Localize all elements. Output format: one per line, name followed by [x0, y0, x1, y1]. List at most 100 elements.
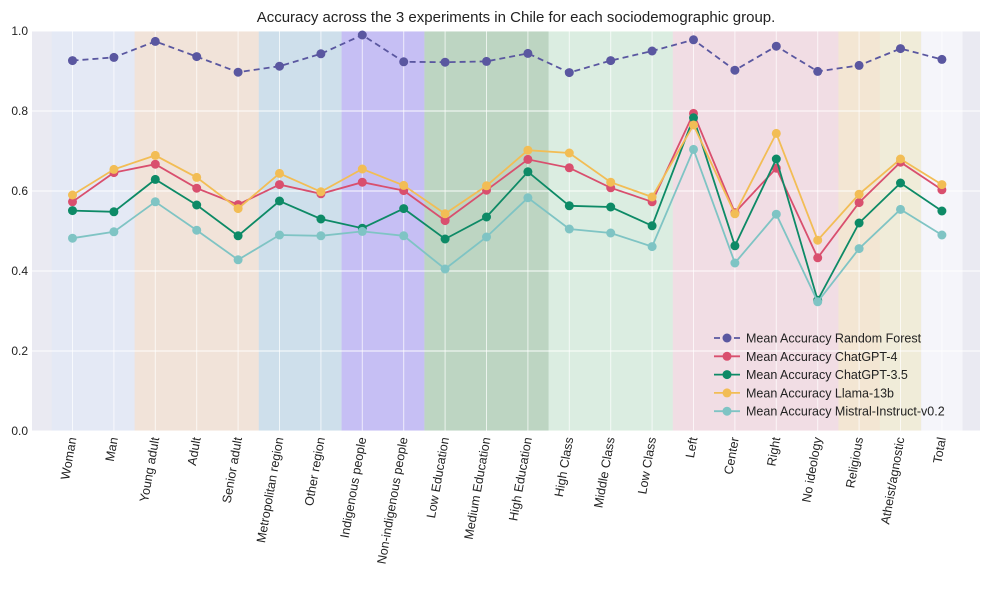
data-point: [896, 154, 905, 164]
data-point: [68, 197, 77, 207]
data-point: [896, 44, 905, 54]
legend-label: Mean Accuracy ChatGPT-4: [746, 350, 898, 364]
data-point: [440, 57, 450, 67]
data-point: [730, 65, 740, 75]
data-point: [606, 177, 616, 187]
legend-marker: [722, 388, 732, 398]
data-point: [440, 234, 450, 244]
legend-item: Mean Accuracy ChatGPT-4: [714, 350, 898, 364]
data-point: [316, 49, 326, 59]
data-point: [192, 52, 202, 62]
data-point: [771, 41, 781, 51]
data-point: [523, 145, 533, 155]
data-point: [937, 54, 947, 64]
legend-label: Mean Accuracy ChatGPT-3.5: [746, 368, 908, 382]
series-line: [72, 123, 943, 242]
legend-item: Mean Accuracy Mistral-Instruct-v0.2: [714, 405, 945, 419]
data-point: [399, 180, 409, 190]
data-point: [482, 232, 491, 242]
data-point: [689, 35, 698, 45]
data-point: [109, 227, 119, 237]
x-tick-label: Adult: [185, 436, 204, 467]
data-point: [357, 226, 367, 236]
legend-item: Mean Accuracy Random Forest: [714, 332, 922, 346]
data-point: [68, 206, 77, 216]
data-point: [357, 164, 367, 174]
data-point: [482, 56, 491, 66]
data-point: [813, 235, 823, 245]
data-point: [482, 212, 491, 222]
x-tick-label: Left: [683, 436, 700, 459]
data-point: [150, 36, 160, 46]
data-point: [316, 187, 326, 197]
data-point: [275, 168, 284, 178]
series-4: [68, 144, 947, 307]
data-point: [440, 264, 450, 274]
data-point: [233, 231, 243, 241]
data-point: [647, 46, 657, 56]
data-point: [564, 148, 574, 158]
data-point: [730, 209, 740, 219]
data-point: [647, 242, 657, 252]
legend-item: Mean Accuracy Llama-13b: [714, 386, 894, 400]
data-point: [854, 244, 864, 254]
chart-title: Accuracy across the 3 experiments in Chi…: [257, 9, 776, 26]
data-point: [730, 258, 740, 268]
legend-marker: [722, 370, 732, 380]
data-point: [233, 255, 243, 265]
legend-marker: [722, 333, 732, 343]
data-point: [896, 178, 905, 188]
data-point: [482, 181, 491, 191]
data-point: [689, 113, 698, 123]
data-point: [192, 200, 202, 210]
data-point: [68, 233, 77, 243]
data-point: [440, 216, 450, 226]
legend-label: Mean Accuracy Llama-13b: [746, 386, 894, 400]
data-point: [564, 201, 574, 211]
data-point: [771, 209, 781, 219]
legend-label: Mean Accuracy Mistral-Instruct-v0.2: [746, 405, 945, 419]
data-point: [150, 174, 160, 184]
series-0: [68, 30, 947, 78]
data-point: [399, 204, 409, 214]
data-point: [564, 224, 574, 234]
data-point: [68, 56, 77, 66]
series-line: [72, 115, 943, 303]
data-point: [192, 183, 202, 193]
data-point: [647, 192, 657, 202]
data-point: [523, 167, 533, 177]
data-point: [275, 196, 284, 206]
data-point: [606, 202, 616, 212]
data-point: [109, 52, 119, 62]
band-0: [51, 31, 135, 431]
y-tick-label: 1.0: [11, 24, 28, 38]
band-2: [258, 31, 342, 431]
data-point: [357, 30, 367, 40]
data-point: [854, 218, 864, 228]
data-point: [233, 67, 243, 77]
data-point: [606, 228, 616, 238]
data-point: [150, 150, 160, 160]
data-point: [937, 230, 947, 240]
data-point: [771, 154, 781, 164]
y-tick-label: 0.6: [11, 184, 28, 198]
band-7: [838, 31, 922, 431]
data-point: [68, 190, 77, 200]
data-point: [357, 177, 367, 187]
y-axis: 0.0 0.2 0.4 0.6 0.8 1.0: [11, 24, 28, 438]
series-line: [72, 33, 943, 74]
y-tick-label: 0.0: [11, 424, 28, 438]
data-point: [896, 204, 905, 214]
data-point: [109, 207, 119, 217]
data-point: [564, 68, 574, 78]
series-layer: [68, 30, 947, 307]
data-point: [192, 172, 202, 182]
legend-label: Mean Accuracy Random Forest: [746, 332, 922, 346]
y-tick-label: 0.2: [11, 344, 28, 358]
data-point: [399, 231, 409, 241]
data-point: [854, 198, 864, 208]
data-point: [854, 60, 864, 70]
data-point: [689, 144, 698, 154]
data-point: [647, 221, 657, 231]
